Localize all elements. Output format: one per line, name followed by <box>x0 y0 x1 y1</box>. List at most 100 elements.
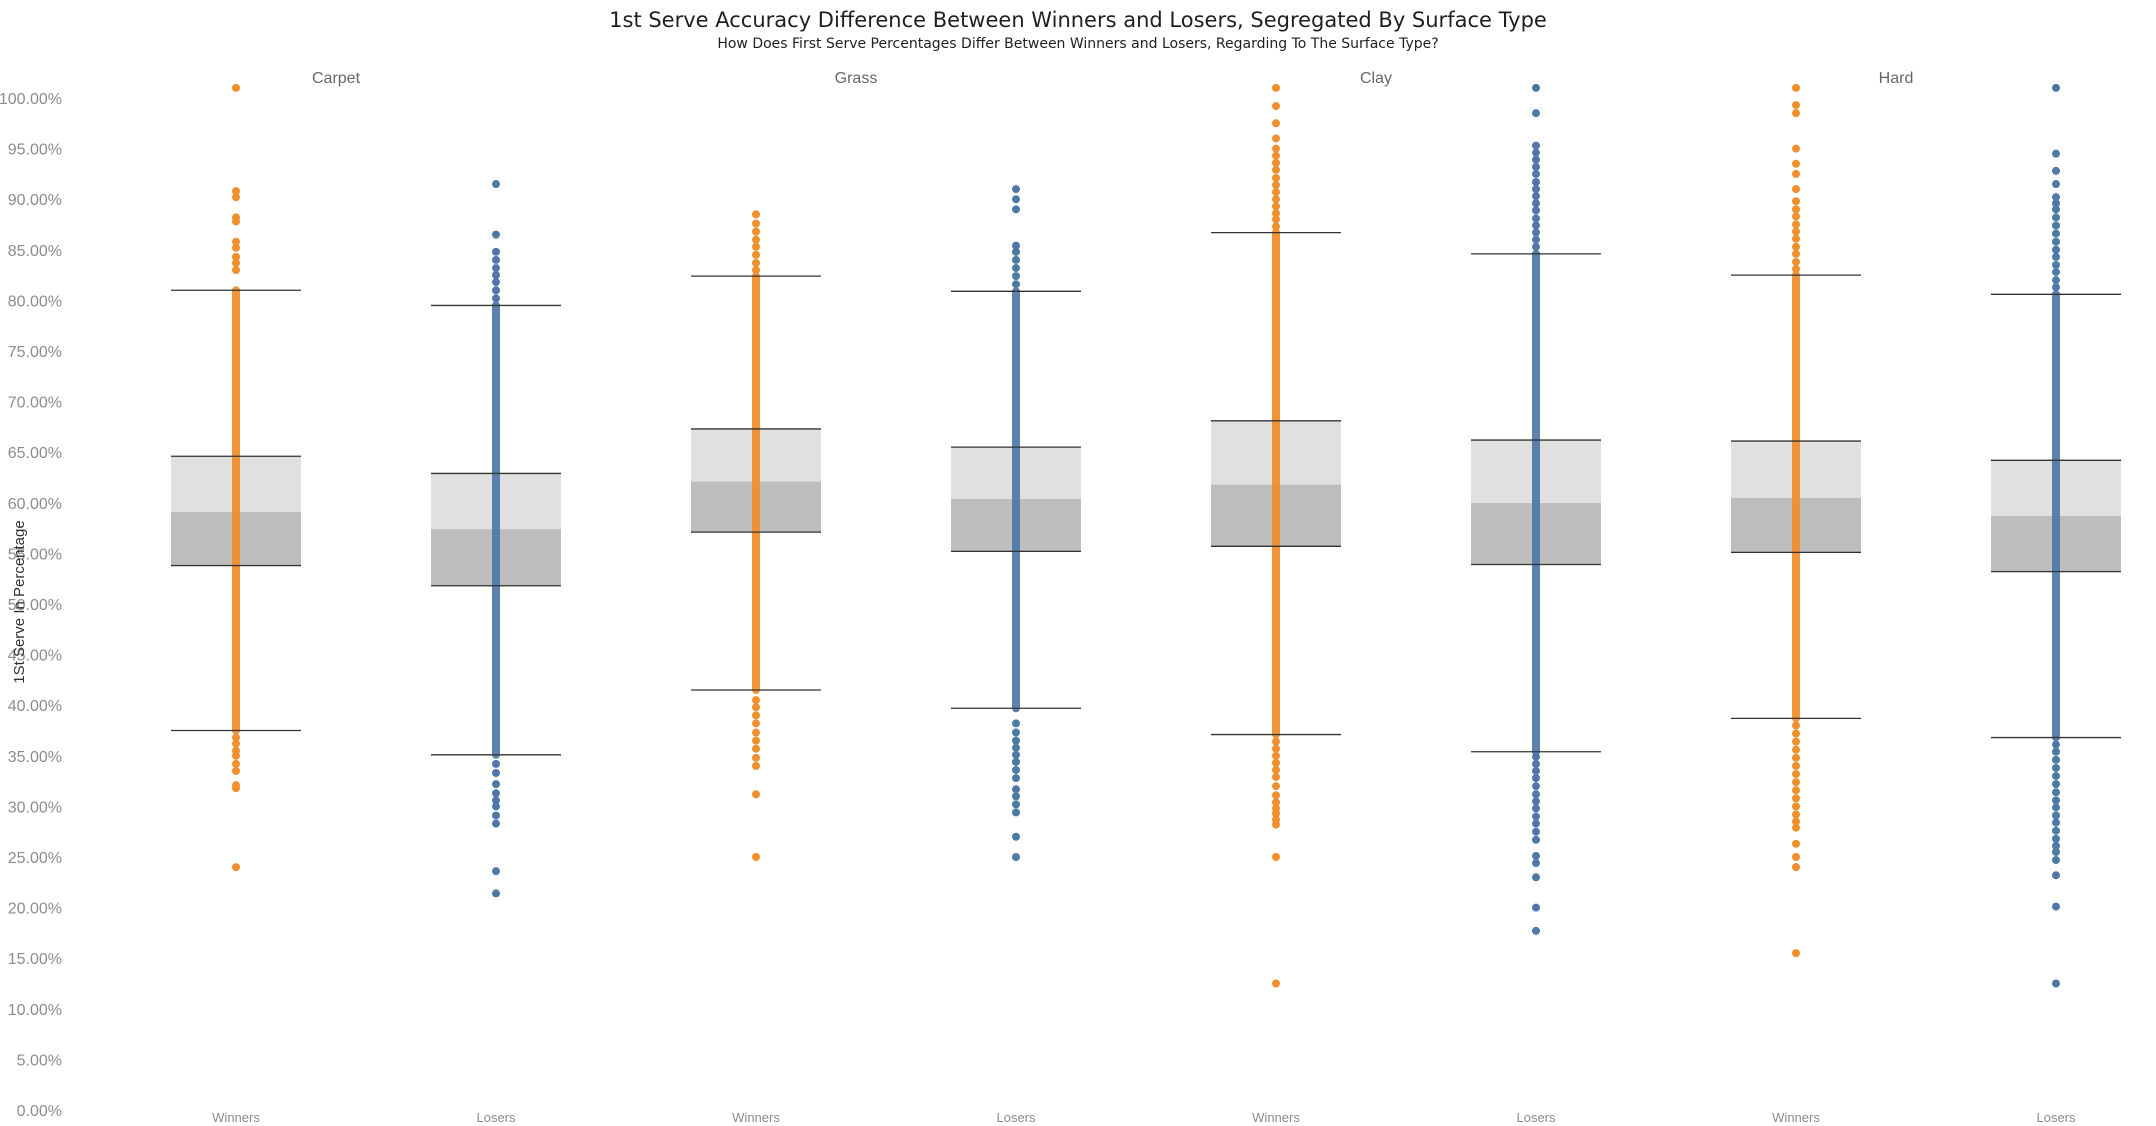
data-point <box>1532 804 1540 813</box>
data-point <box>752 703 760 712</box>
data-point <box>1532 177 1540 186</box>
data-point <box>1012 280 1020 289</box>
data-point <box>1532 774 1540 783</box>
data-point <box>1792 159 1800 168</box>
data-point <box>1272 151 1280 160</box>
data-point <box>2052 237 2060 246</box>
data-point <box>2052 252 2060 261</box>
data-point <box>752 728 760 737</box>
data-point <box>2052 283 2060 292</box>
data-point <box>1272 791 1280 800</box>
data-point <box>1792 770 1800 779</box>
data-point <box>2052 83 2060 92</box>
data-point <box>752 761 760 770</box>
data-point <box>1532 235 1540 244</box>
data-point <box>1012 247 1020 256</box>
data-point <box>2052 803 2060 812</box>
data-point <box>1272 144 1280 153</box>
data-point <box>1012 719 1020 728</box>
data-point <box>1012 205 1020 214</box>
data-point <box>1532 83 1540 92</box>
data-point <box>2052 763 2060 772</box>
data-point <box>752 227 760 236</box>
chart-subtitle: How Does First Serve Percentages Differ … <box>717 36 1439 52</box>
data-point <box>752 696 760 705</box>
data-point <box>752 258 760 267</box>
data-point <box>1272 181 1280 190</box>
data-point <box>1792 802 1800 811</box>
data-point <box>1272 798 1280 807</box>
data-point <box>1792 949 1800 958</box>
data-point <box>1792 257 1800 266</box>
data-point <box>1792 823 1800 832</box>
y-tick-label: 85.00% <box>8 243 62 260</box>
data-point <box>232 83 240 92</box>
data-point <box>1792 761 1800 770</box>
y-tick-label: 65.00% <box>8 445 62 462</box>
y-tick-label: 45.00% <box>8 648 62 665</box>
data-point <box>2052 871 2060 880</box>
data-point <box>2052 788 2060 797</box>
data-point <box>1272 804 1280 813</box>
category-label: Winners <box>1252 1110 1300 1125</box>
data-point <box>492 867 500 876</box>
y-tick-label: 100.00% <box>0 91 62 108</box>
data-point <box>752 719 760 728</box>
data-point <box>1792 212 1800 221</box>
data-point <box>1532 169 1540 178</box>
data-point <box>1012 743 1020 752</box>
y-tick-label: 75.00% <box>8 344 62 361</box>
data-point <box>1272 119 1280 128</box>
data-point <box>752 242 760 251</box>
data-point <box>1532 109 1540 118</box>
data-point <box>232 213 240 222</box>
y-tick-label: 5.00% <box>17 1052 62 1069</box>
data-point <box>2052 221 2060 230</box>
data-point <box>492 180 500 189</box>
data-point <box>1532 206 1540 215</box>
data-point <box>2052 826 2060 835</box>
y-tick-label: 15.00% <box>8 951 62 968</box>
data-point <box>2052 796 2060 805</box>
panel-grass: Grass Winners Losers <box>691 70 1081 1125</box>
data-point <box>1532 903 1540 912</box>
y-tick-label: 35.00% <box>8 749 62 766</box>
data-point <box>492 780 500 789</box>
data-point <box>1272 165 1280 174</box>
data-point <box>1792 265 1800 274</box>
group-winners: Winners <box>1211 83 1341 1125</box>
data-point <box>1012 255 1020 264</box>
category-label: Losers <box>476 1110 516 1125</box>
data-point <box>492 889 500 898</box>
data-point <box>232 759 240 768</box>
data-point <box>1532 242 1540 251</box>
data-point <box>232 733 240 742</box>
data-point <box>492 264 500 273</box>
data-point <box>1532 835 1540 844</box>
data-point <box>492 802 500 811</box>
data-point <box>1272 202 1280 211</box>
y-tick-label: 30.00% <box>8 799 62 816</box>
data-point <box>492 819 500 828</box>
data-point <box>1012 272 1020 281</box>
data-point <box>1012 785 1020 794</box>
data-point <box>1532 782 1540 791</box>
data-point <box>492 278 500 287</box>
data-point <box>492 759 500 768</box>
data-point <box>1272 815 1280 824</box>
data-point <box>1012 774 1020 783</box>
data-point <box>1532 851 1540 860</box>
data-point <box>232 739 240 748</box>
data-point <box>1792 227 1800 236</box>
data-point <box>1792 83 1800 92</box>
data-point <box>1792 205 1800 214</box>
data-point <box>1532 797 1540 806</box>
data-point <box>1532 827 1540 836</box>
data-point <box>1272 758 1280 767</box>
data-point <box>1012 750 1020 759</box>
data-point <box>752 753 760 762</box>
data-point <box>232 766 240 775</box>
data-point <box>1272 737 1280 746</box>
data-point <box>2052 260 2060 269</box>
